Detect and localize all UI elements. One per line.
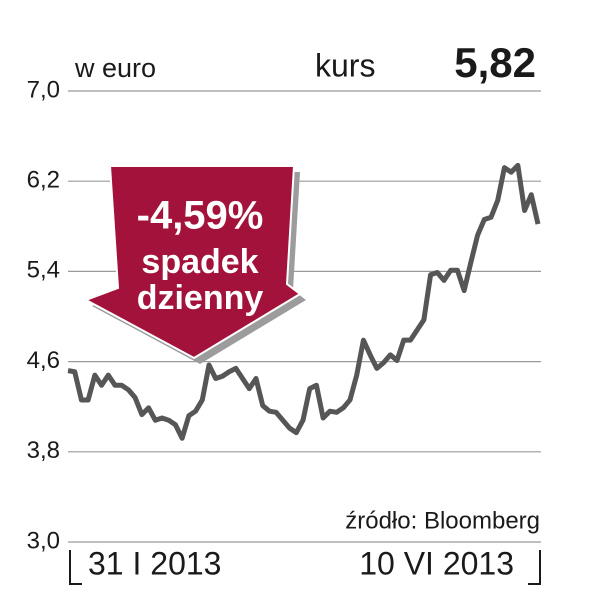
annotation-text: dzienny xyxy=(137,279,264,317)
y-tick-label: 7,0 xyxy=(27,76,60,103)
current-value: 5,82 xyxy=(454,39,536,86)
y-tick-label: 5,4 xyxy=(27,257,60,284)
unit-label: w euro xyxy=(74,53,156,83)
x-tick-label: 31 I 2013 xyxy=(88,545,221,581)
annotation-text: -4,59% xyxy=(137,194,264,238)
y-tick-label: 6,2 xyxy=(27,167,60,194)
x-tick-label: 10 VI 2013 xyxy=(359,545,514,581)
axis-bracket xyxy=(69,550,541,585)
line xyxy=(67,162,541,441)
current-label: kurs xyxy=(315,47,375,83)
y-tick-label: 4,6 xyxy=(27,347,60,374)
y-tick-label: 3,8 xyxy=(27,437,60,464)
source: źródło: Bloomberg xyxy=(345,507,540,534)
arrow xyxy=(83,165,302,360)
y-tick-label: 3,0 xyxy=(27,527,60,554)
annotation-text: spadek xyxy=(141,243,258,281)
